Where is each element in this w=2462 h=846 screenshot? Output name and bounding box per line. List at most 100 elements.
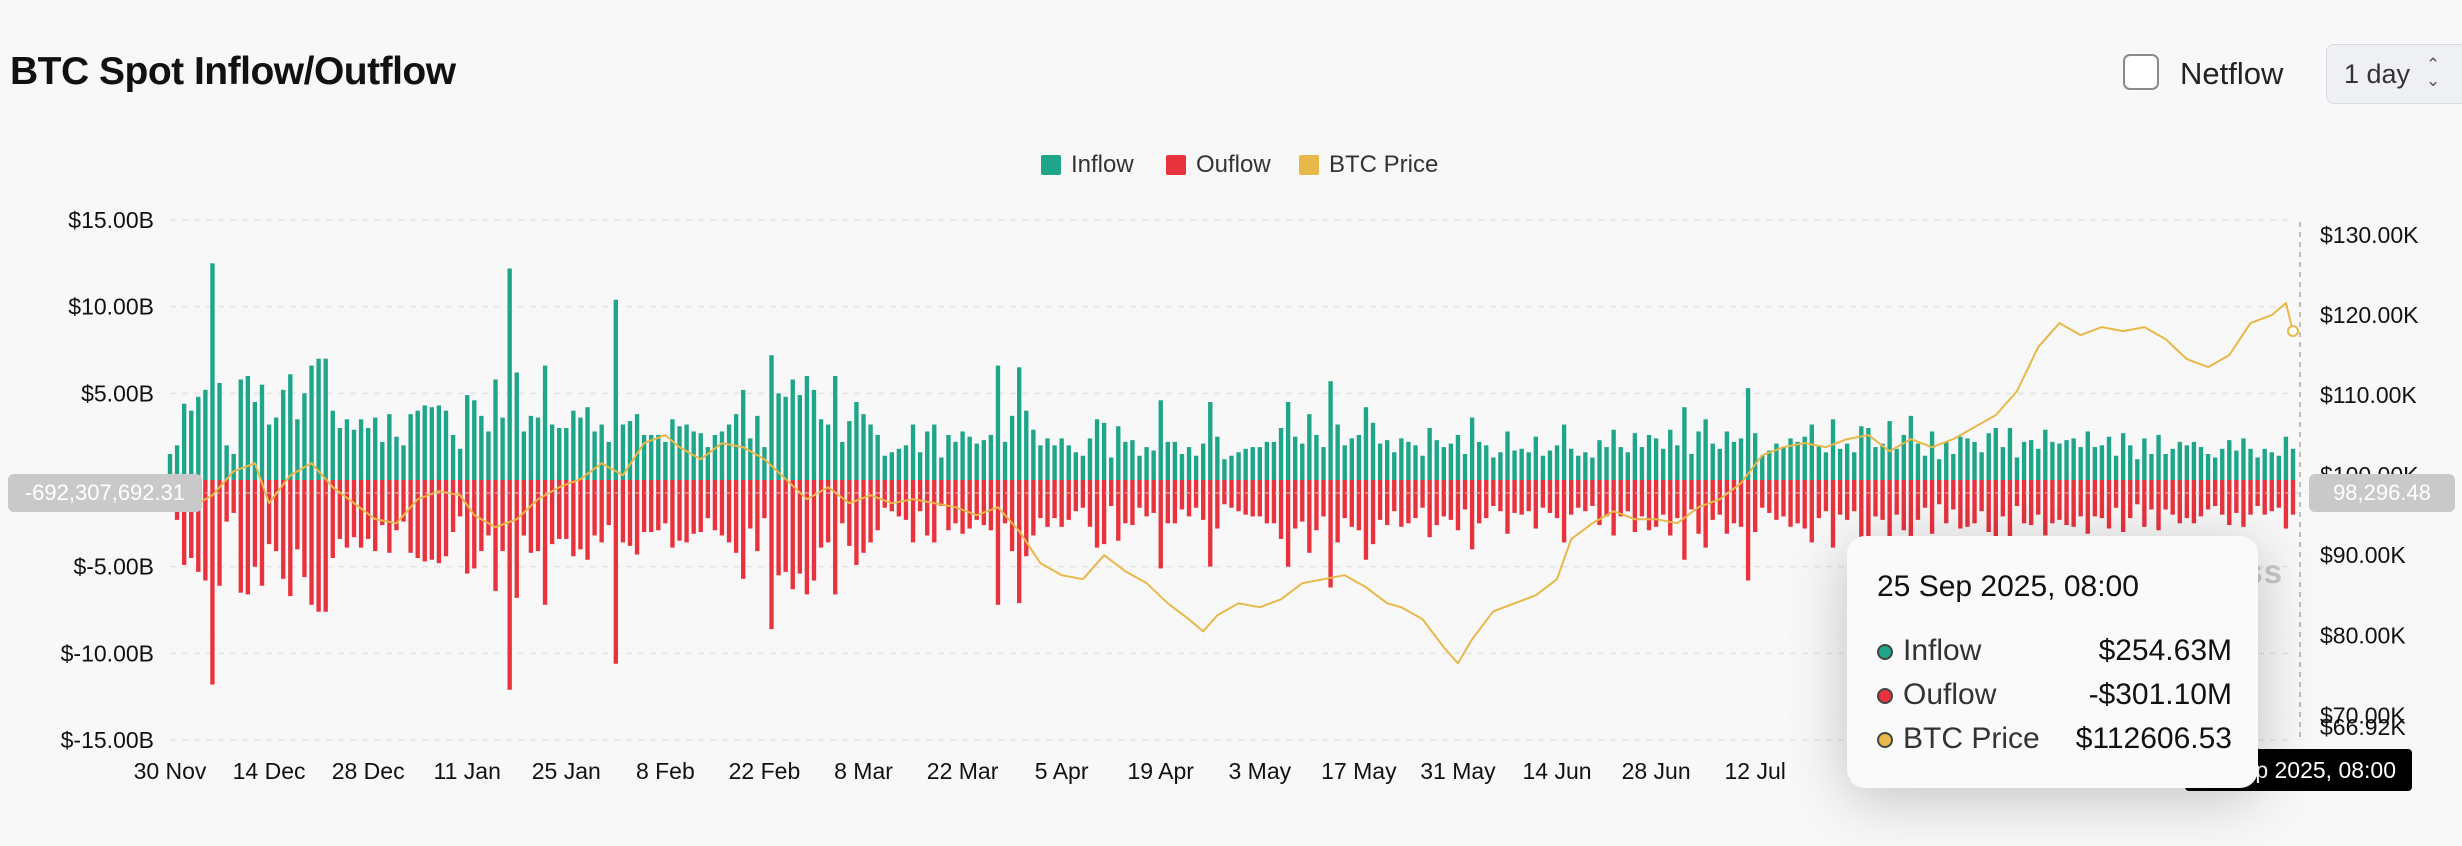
inflow-bar <box>1922 455 1928 480</box>
inflow-bar <box>2113 455 2119 480</box>
inflow-bar <box>974 443 979 480</box>
inflow-bar <box>967 436 972 480</box>
x-axis-tick: 11 Jan <box>434 758 501 784</box>
outflow-bar <box>528 480 534 553</box>
inflow-bar <box>769 355 774 480</box>
outflow-bar <box>373 480 378 552</box>
outflow-bar <box>1137 480 1142 508</box>
inflow-bar <box>2057 443 2062 480</box>
inflow-bar <box>620 424 626 480</box>
legend-item-btc-price[interactable]: BTC Price <box>1299 151 1438 179</box>
inflow-bar <box>882 455 887 480</box>
outflow-bar <box>1561 480 1567 543</box>
outflow-bar <box>2064 480 2069 526</box>
interval-select[interactable]: 1 day ⌃ ⌄ <box>2326 44 2462 104</box>
inflow-bar <box>429 407 435 480</box>
outflow-bar <box>2000 480 2006 517</box>
outflow-bar <box>231 480 236 513</box>
page-title: BTC Spot Inflow/Outflow <box>10 50 456 93</box>
outflow-bar <box>266 480 272 545</box>
inflow-bar <box>1236 452 1241 480</box>
legend-item-inflow[interactable]: Inflow <box>1041 151 1134 179</box>
outflow-bar <box>1823 480 1829 512</box>
inflow-bar <box>663 441 668 480</box>
inflow-bar <box>748 438 753 480</box>
outflow-bar <box>2092 480 2098 517</box>
inflow-bar <box>2078 447 2083 480</box>
outflow-bar <box>1264 480 1270 524</box>
inflow-bar <box>953 441 958 480</box>
inflow-bar <box>932 424 937 480</box>
outflow-bar <box>1498 480 1503 512</box>
outflow-bar <box>2220 480 2225 515</box>
outflow-bar <box>2170 480 2175 515</box>
netflow-label[interactable]: Netflow <box>2180 56 2284 91</box>
inflow-bar <box>181 403 187 480</box>
inflow-bar <box>1243 448 1248 480</box>
inflow-bar <box>1703 419 1708 480</box>
inflow-bar <box>394 436 399 480</box>
outflow-bar <box>1929 480 1935 534</box>
outflow-bar <box>521 480 527 536</box>
inflow-bar <box>535 417 541 480</box>
x-axis-tick: 5 Apr <box>1035 758 1089 784</box>
outflow-bar <box>1618 480 1623 517</box>
inflow-bar <box>1073 452 1078 480</box>
inflow-bar <box>1866 428 1871 480</box>
outflow-bar <box>1887 480 1892 546</box>
outflow-bar <box>2078 480 2083 517</box>
inflow-bar <box>415 410 420 480</box>
outflow-bar <box>465 480 470 574</box>
outflow-bar <box>1540 480 1546 508</box>
inflow-bar <box>2099 445 2105 480</box>
outflow-bar <box>1349 480 1354 527</box>
outflow-bar <box>939 480 944 506</box>
outflow-bar <box>1017 480 1022 604</box>
outflow-bar <box>1597 480 1602 526</box>
outflow-bar <box>889 480 894 512</box>
inflow-bar <box>1809 424 1814 480</box>
legend-swatch <box>1299 155 1319 175</box>
inflow-bar <box>1944 441 1949 480</box>
inflow-bar <box>479 415 484 480</box>
inflow-bar <box>1498 452 1503 480</box>
inflow-bar <box>705 447 711 480</box>
inflow-bar <box>2036 448 2041 480</box>
outflow-bar <box>1229 480 1234 508</box>
outflow-bar <box>2050 480 2055 524</box>
inflow-bar <box>2212 457 2218 480</box>
inflow-bar <box>450 434 456 480</box>
inflow-bar <box>1130 440 1135 480</box>
outflow-bar <box>1087 480 1093 527</box>
legend-item-outflow[interactable]: Ouflow <box>1166 151 1271 179</box>
inflow-bar <box>2163 454 2168 480</box>
outflow-bar <box>1271 480 1277 524</box>
netflow-checkbox[interactable] <box>2123 54 2159 90</box>
inflow-bar <box>2191 441 2197 480</box>
outflow-bar <box>1752 480 1758 532</box>
outflow-bar <box>1080 480 1086 508</box>
inflow-bar <box>903 445 909 480</box>
inflow-bar <box>1618 447 1623 480</box>
outflow-bar <box>1236 480 1241 512</box>
inflow-bar <box>2170 448 2175 480</box>
outflow-bar <box>656 480 661 531</box>
outflow-bar <box>974 480 979 520</box>
inflow-bar <box>1038 445 1043 480</box>
inflow-bar <box>2064 440 2069 480</box>
inflow-bar <box>1087 438 1093 480</box>
inflow-bar <box>401 445 406 480</box>
inflow-bar <box>2184 445 2190 480</box>
outflow-bar <box>1101 480 1107 545</box>
inflow-bar <box>2043 429 2048 480</box>
outflow-bar <box>217 480 222 586</box>
outflow-bar <box>1703 480 1708 548</box>
outflow-bar <box>1880 480 1885 520</box>
outflow-bar <box>1469 480 1475 550</box>
inflow-bar <box>1052 445 1057 480</box>
crosshair-left-value: -692,307,692.31 <box>8 474 202 512</box>
inflow-bar <box>627 421 633 480</box>
x-axis-tick: 8 Mar <box>834 758 893 784</box>
outflow-bar <box>1257 480 1262 517</box>
